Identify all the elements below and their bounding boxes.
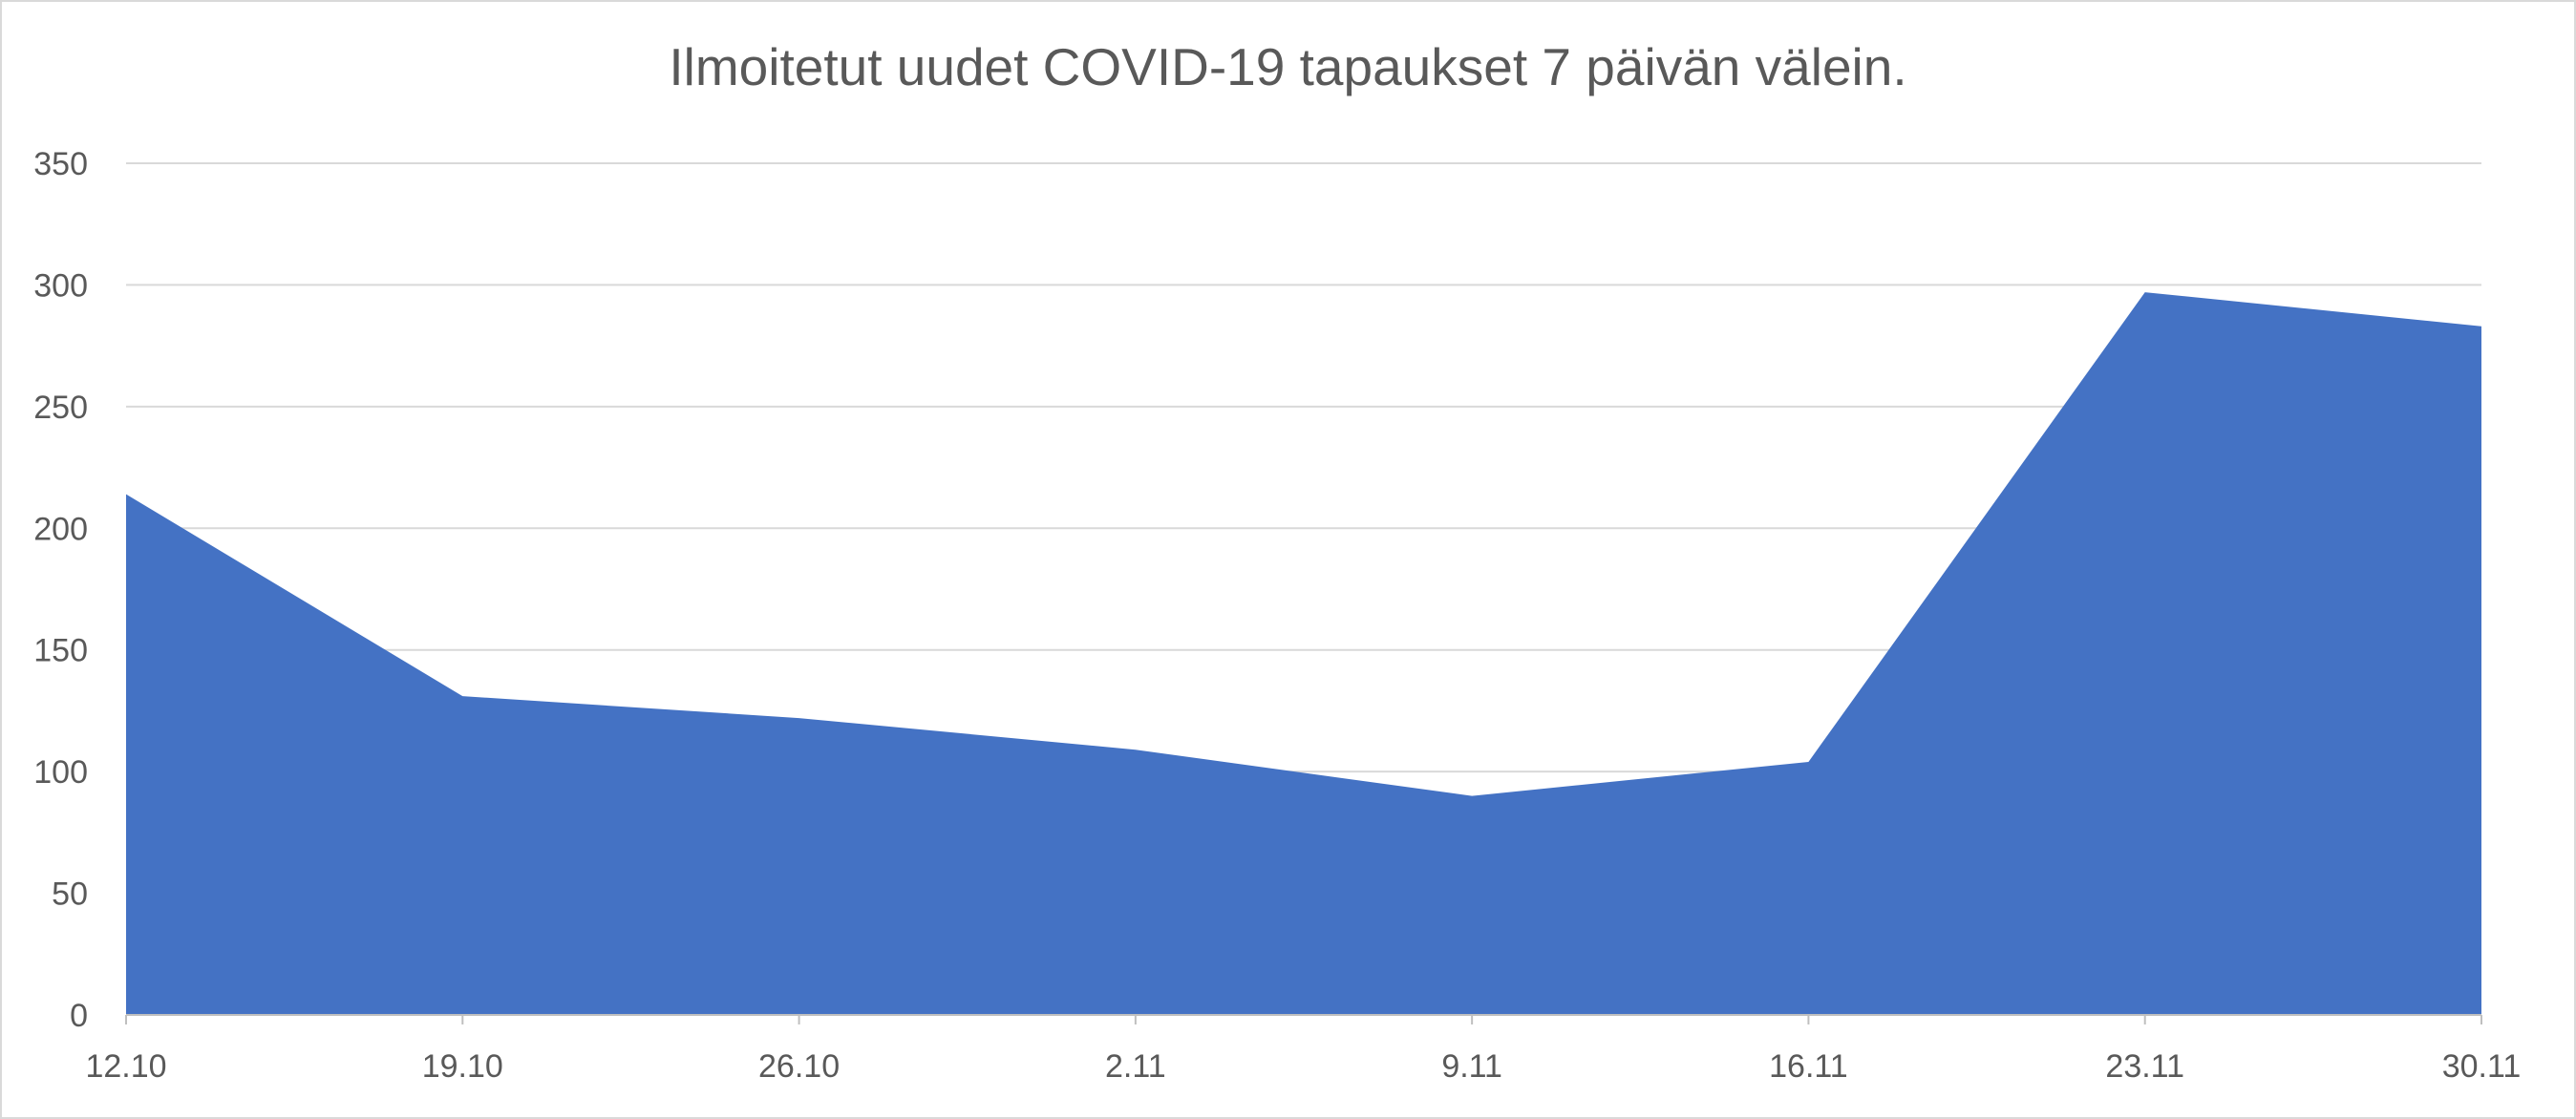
y-tick-label: 350 [33,146,88,182]
y-tick-label: 100 [33,754,88,791]
x-tick-label: 19.10 [422,1048,503,1085]
y-tick-label: 300 [33,267,88,304]
x-tick-label: 2.11 [1105,1048,1166,1085]
x-tick-label: 26.10 [758,1048,840,1085]
area-series-fill [126,292,2481,1015]
chart-title: Ilmoitetut uudet COVID-19 tapaukset 7 pä… [669,37,1907,96]
x-axis-ticks: 12.10 19.10 26.10 2.11 9.11 16.11 23.11 30.11 [85,1015,2521,1085]
x-tick-label: 23.11 [2105,1048,2184,1085]
series-area [126,292,2481,1015]
x-tick-label: 30.11 [2442,1048,2522,1085]
y-tick-label: 250 [33,390,88,426]
y-tick-label: 150 [33,633,88,669]
y-axis-ticks: 0 50 100 150 200 250 300 350 [33,146,88,1034]
x-tick-label: 16.11 [1769,1048,1848,1085]
y-tick-label: 200 [33,511,88,547]
x-tick-label: 9.11 [1441,1048,1502,1085]
y-tick-label: 0 [70,998,88,1034]
y-tick-label: 50 [52,876,88,913]
x-tick-label: 12.10 [85,1048,166,1085]
